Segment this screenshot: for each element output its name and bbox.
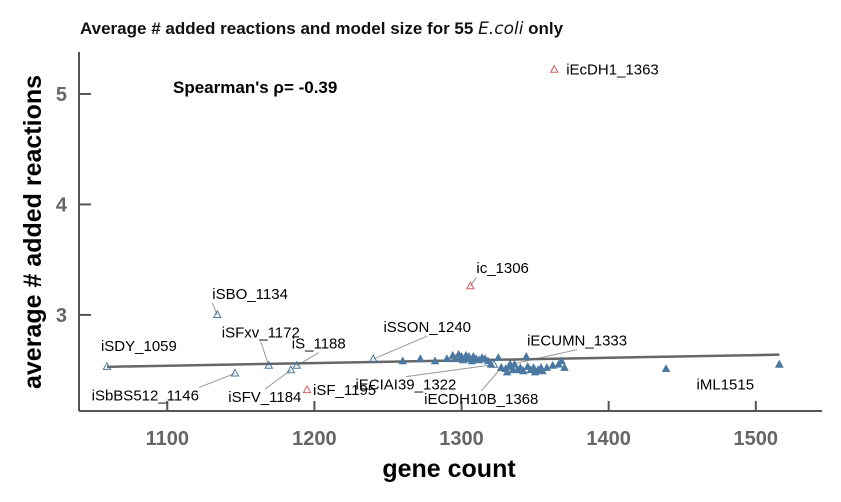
- labeled-points: [102, 64, 784, 394]
- chart-title: Average # added reactions and model size…: [80, 19, 564, 39]
- y-tick-label: 4: [56, 194, 68, 216]
- data-point: [548, 360, 558, 369]
- y-tick-label: 5: [56, 84, 67, 106]
- point-label: iECUMN_1333: [527, 333, 627, 350]
- point-label: iEcDH1_1363: [566, 62, 659, 79]
- data-point-isfxv-1172: [264, 360, 274, 369]
- point-label: iSFV_1184: [228, 389, 301, 406]
- trend-line: [106, 353, 780, 369]
- data-point-iecdh10b-1368: [496, 362, 506, 372]
- data-point: [398, 356, 407, 365]
- data-point-ieciai39-1322: [489, 359, 499, 368]
- data-point: [521, 352, 531, 360]
- point-label: iSbBS512_1146: [92, 387, 199, 404]
- data-point: [442, 354, 452, 363]
- point-label: iSBO_1134: [212, 286, 288, 303]
- point-label: iSSON_1240: [383, 319, 471, 336]
- point-label: iSF_1195: [313, 382, 376, 399]
- data-point: [560, 363, 569, 371]
- leader-line: [264, 369, 292, 390]
- data-point: [451, 354, 460, 363]
- chart-title-part-3: only: [523, 19, 563, 38]
- data-point: [502, 367, 512, 376]
- data-point-ic-1306: [465, 281, 475, 290]
- data-point: [542, 363, 552, 371]
- chart-title-part-1: Average # added reactions and model size…: [80, 19, 478, 38]
- x-axis-ticks: 1100 1200 1300 1400 1500: [146, 401, 778, 450]
- data-point: [430, 356, 440, 365]
- leader-line: [373, 335, 428, 360]
- x-tick-label: 1300: [439, 428, 484, 450]
- leader-line: [198, 372, 236, 388]
- leader-line: [260, 341, 270, 366]
- data-point: [557, 356, 566, 365]
- point-label: iSFxv_1172: [222, 325, 300, 342]
- point-labels: iEcDH1_1363 ic_1306 iSF_1195 iSBO_1134 iSDY_…: [92, 62, 754, 408]
- data-point-isdy-1059: [102, 361, 112, 370]
- data-point-iecumn-1333: [505, 359, 515, 368]
- correlation-annotation: Spearman's ρ= -0.39: [173, 78, 337, 97]
- y-axis-title: average # added reactions: [19, 75, 47, 389]
- point-label: iECIAI39_1322: [355, 377, 456, 394]
- x-tick-label: 1400: [586, 428, 631, 450]
- point-label: ic_1306: [476, 260, 529, 277]
- point-label: iSDY_1059: [101, 338, 177, 355]
- point-label: iML1515: [697, 377, 755, 394]
- point-label: iECDH10B_1368: [424, 391, 538, 408]
- leader-line: [509, 349, 578, 366]
- x-axis-title: gene count: [382, 455, 516, 483]
- x-tick-label: 1200: [292, 428, 337, 450]
- data-point-isbo-1134: [212, 309, 222, 318]
- data-point-is-1188: [292, 360, 302, 369]
- y-axis-ticks: 3 4 5: [56, 84, 91, 327]
- data-point-iml1515: [774, 359, 784, 368]
- point-label: iS_1188: [292, 336, 346, 353]
- data-point-iecdh1-1363: [549, 64, 559, 73]
- data-point-isson-1240: [368, 354, 378, 363]
- chart-title-species: E.coli: [478, 19, 524, 39]
- x-tick-label: 1500: [734, 428, 779, 450]
- leader-line: [480, 367, 502, 392]
- data-point-isbbs512-1146: [230, 368, 240, 377]
- y-tick-label: 3: [56, 305, 67, 327]
- data-point: [494, 353, 503, 361]
- data-point-isfv-1184: [286, 365, 296, 374]
- data-point: [519, 366, 528, 375]
- data-point: [416, 354, 425, 363]
- x-tick-label: 1100: [146, 428, 189, 450]
- unlabeled-points: [398, 349, 671, 376]
- data-point: [661, 364, 671, 373]
- data-point-isf-1195: [302, 384, 312, 394]
- leader-line: [405, 364, 494, 378]
